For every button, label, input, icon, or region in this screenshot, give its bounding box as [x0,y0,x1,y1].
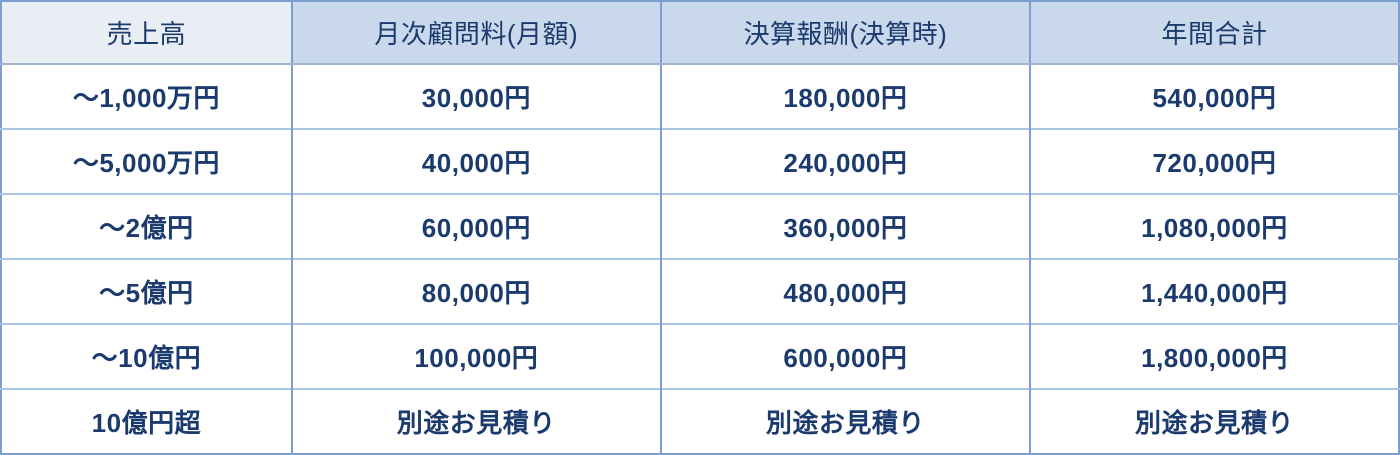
table-row: 〜10億円 100,000円 600,000円 1,800,000円 [1,323,1399,389]
monthly-fee-cell: 80,000円 [290,258,661,324]
annual-total-cell: 1,440,000円 [1028,258,1399,324]
header-cell-annual-total: 年間合計 [1028,1,1399,65]
annual-total-cell: 1,800,000円 [1028,323,1399,389]
table-row: 10億円超 別途お見積り 別途お見積り 別途お見積り [1,388,1399,454]
annual-total-cell: 別途お見積り [1028,388,1399,454]
header-cell-revenue: 売上高 [1,1,292,65]
settlement-fee-cell: 480,000円 [659,258,1030,324]
revenue-range-cell: 10億円超 [1,388,292,454]
table-row: 〜5億円 80,000円 480,000円 1,440,000円 [1,258,1399,324]
table-row: 〜1,000万円 30,000円 180,000円 540,000円 [1,64,1399,129]
monthly-fee-cell: 30,000円 [290,64,661,129]
monthly-fee-cell: 別途お見積り [290,388,661,454]
monthly-fee-cell: 40,000円 [290,128,661,194]
revenue-range-cell: 〜5,000万円 [1,128,292,194]
table-row: 〜5,000万円 40,000円 240,000円 720,000円 [1,128,1399,194]
table-header-row: 売上高 月次顧問料(月額) 決算報酬(決算時) 年間合計 [1,1,1399,65]
revenue-range-cell: 〜2億円 [1,193,292,259]
monthly-fee-cell: 100,000円 [290,323,661,389]
settlement-fee-cell: 360,000円 [659,193,1030,259]
settlement-fee-cell: 別途お見積り [659,388,1030,454]
settlement-fee-cell: 240,000円 [659,128,1030,194]
header-cell-monthly-fee: 月次顧問料(月額) [290,1,661,65]
settlement-fee-cell: 600,000円 [659,323,1030,389]
revenue-range-cell: 〜5億円 [1,258,292,324]
annual-total-cell: 1,080,000円 [1028,193,1399,259]
settlement-fee-cell: 180,000円 [659,64,1030,129]
header-cell-settlement-fee: 決算報酬(決算時) [659,1,1030,65]
monthly-fee-cell: 60,000円 [290,193,661,259]
annual-total-cell: 540,000円 [1028,64,1399,129]
annual-total-cell: 720,000円 [1028,128,1399,194]
revenue-range-cell: 〜10億円 [1,323,292,389]
revenue-range-cell: 〜1,000万円 [1,64,292,129]
table-row: 〜2億円 60,000円 360,000円 1,080,000円 [1,193,1399,259]
